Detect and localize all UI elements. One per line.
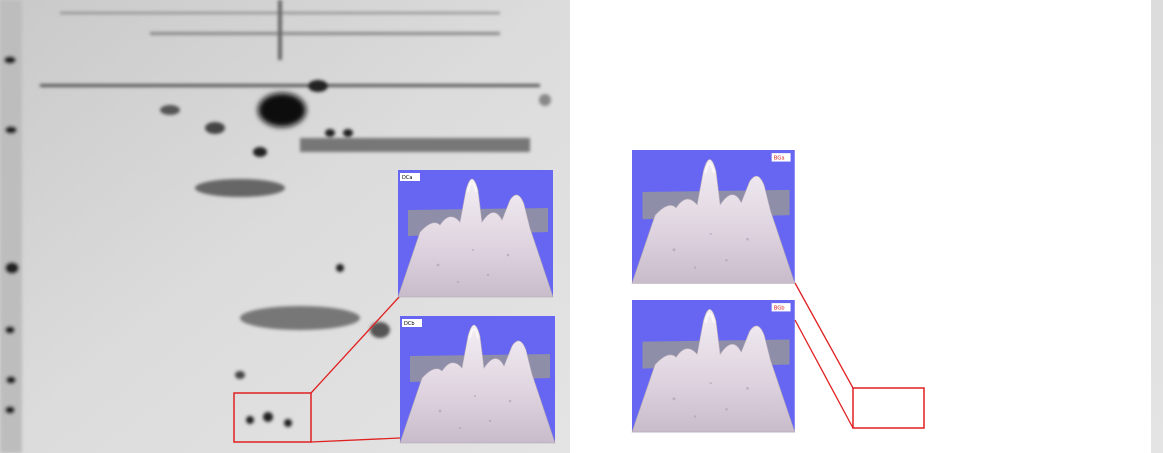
peak-surface <box>632 150 795 283</box>
inset-3d: BGb <box>632 300 795 432</box>
page: 2D gel comparison {"panels": [ {"insets"… <box>0 0 1163 453</box>
gel-right: BGa BGb <box>632 0 1163 453</box>
gel-left: DCa DCb <box>0 0 570 453</box>
gel-image <box>1151 0 1163 453</box>
zoom-box <box>853 388 924 428</box>
figure: DCa DCb BGa BGb <box>0 0 1163 453</box>
peak-surface <box>398 170 553 297</box>
peak-surface <box>632 300 795 432</box>
inset-label: BGb <box>774 305 786 311</box>
inset-3d: DCb <box>400 316 555 443</box>
inset-label: DCa <box>402 175 412 181</box>
page-body: DCa DCb BGa BGb (() => { const data = JS… <box>0 0 1163 453</box>
inset-3d: BGa <box>632 150 795 283</box>
inset-label: DCb <box>404 321 415 327</box>
inset-label: BGa <box>774 155 785 161</box>
peak-surface <box>400 316 555 443</box>
inset-3d: DCa <box>398 170 553 297</box>
